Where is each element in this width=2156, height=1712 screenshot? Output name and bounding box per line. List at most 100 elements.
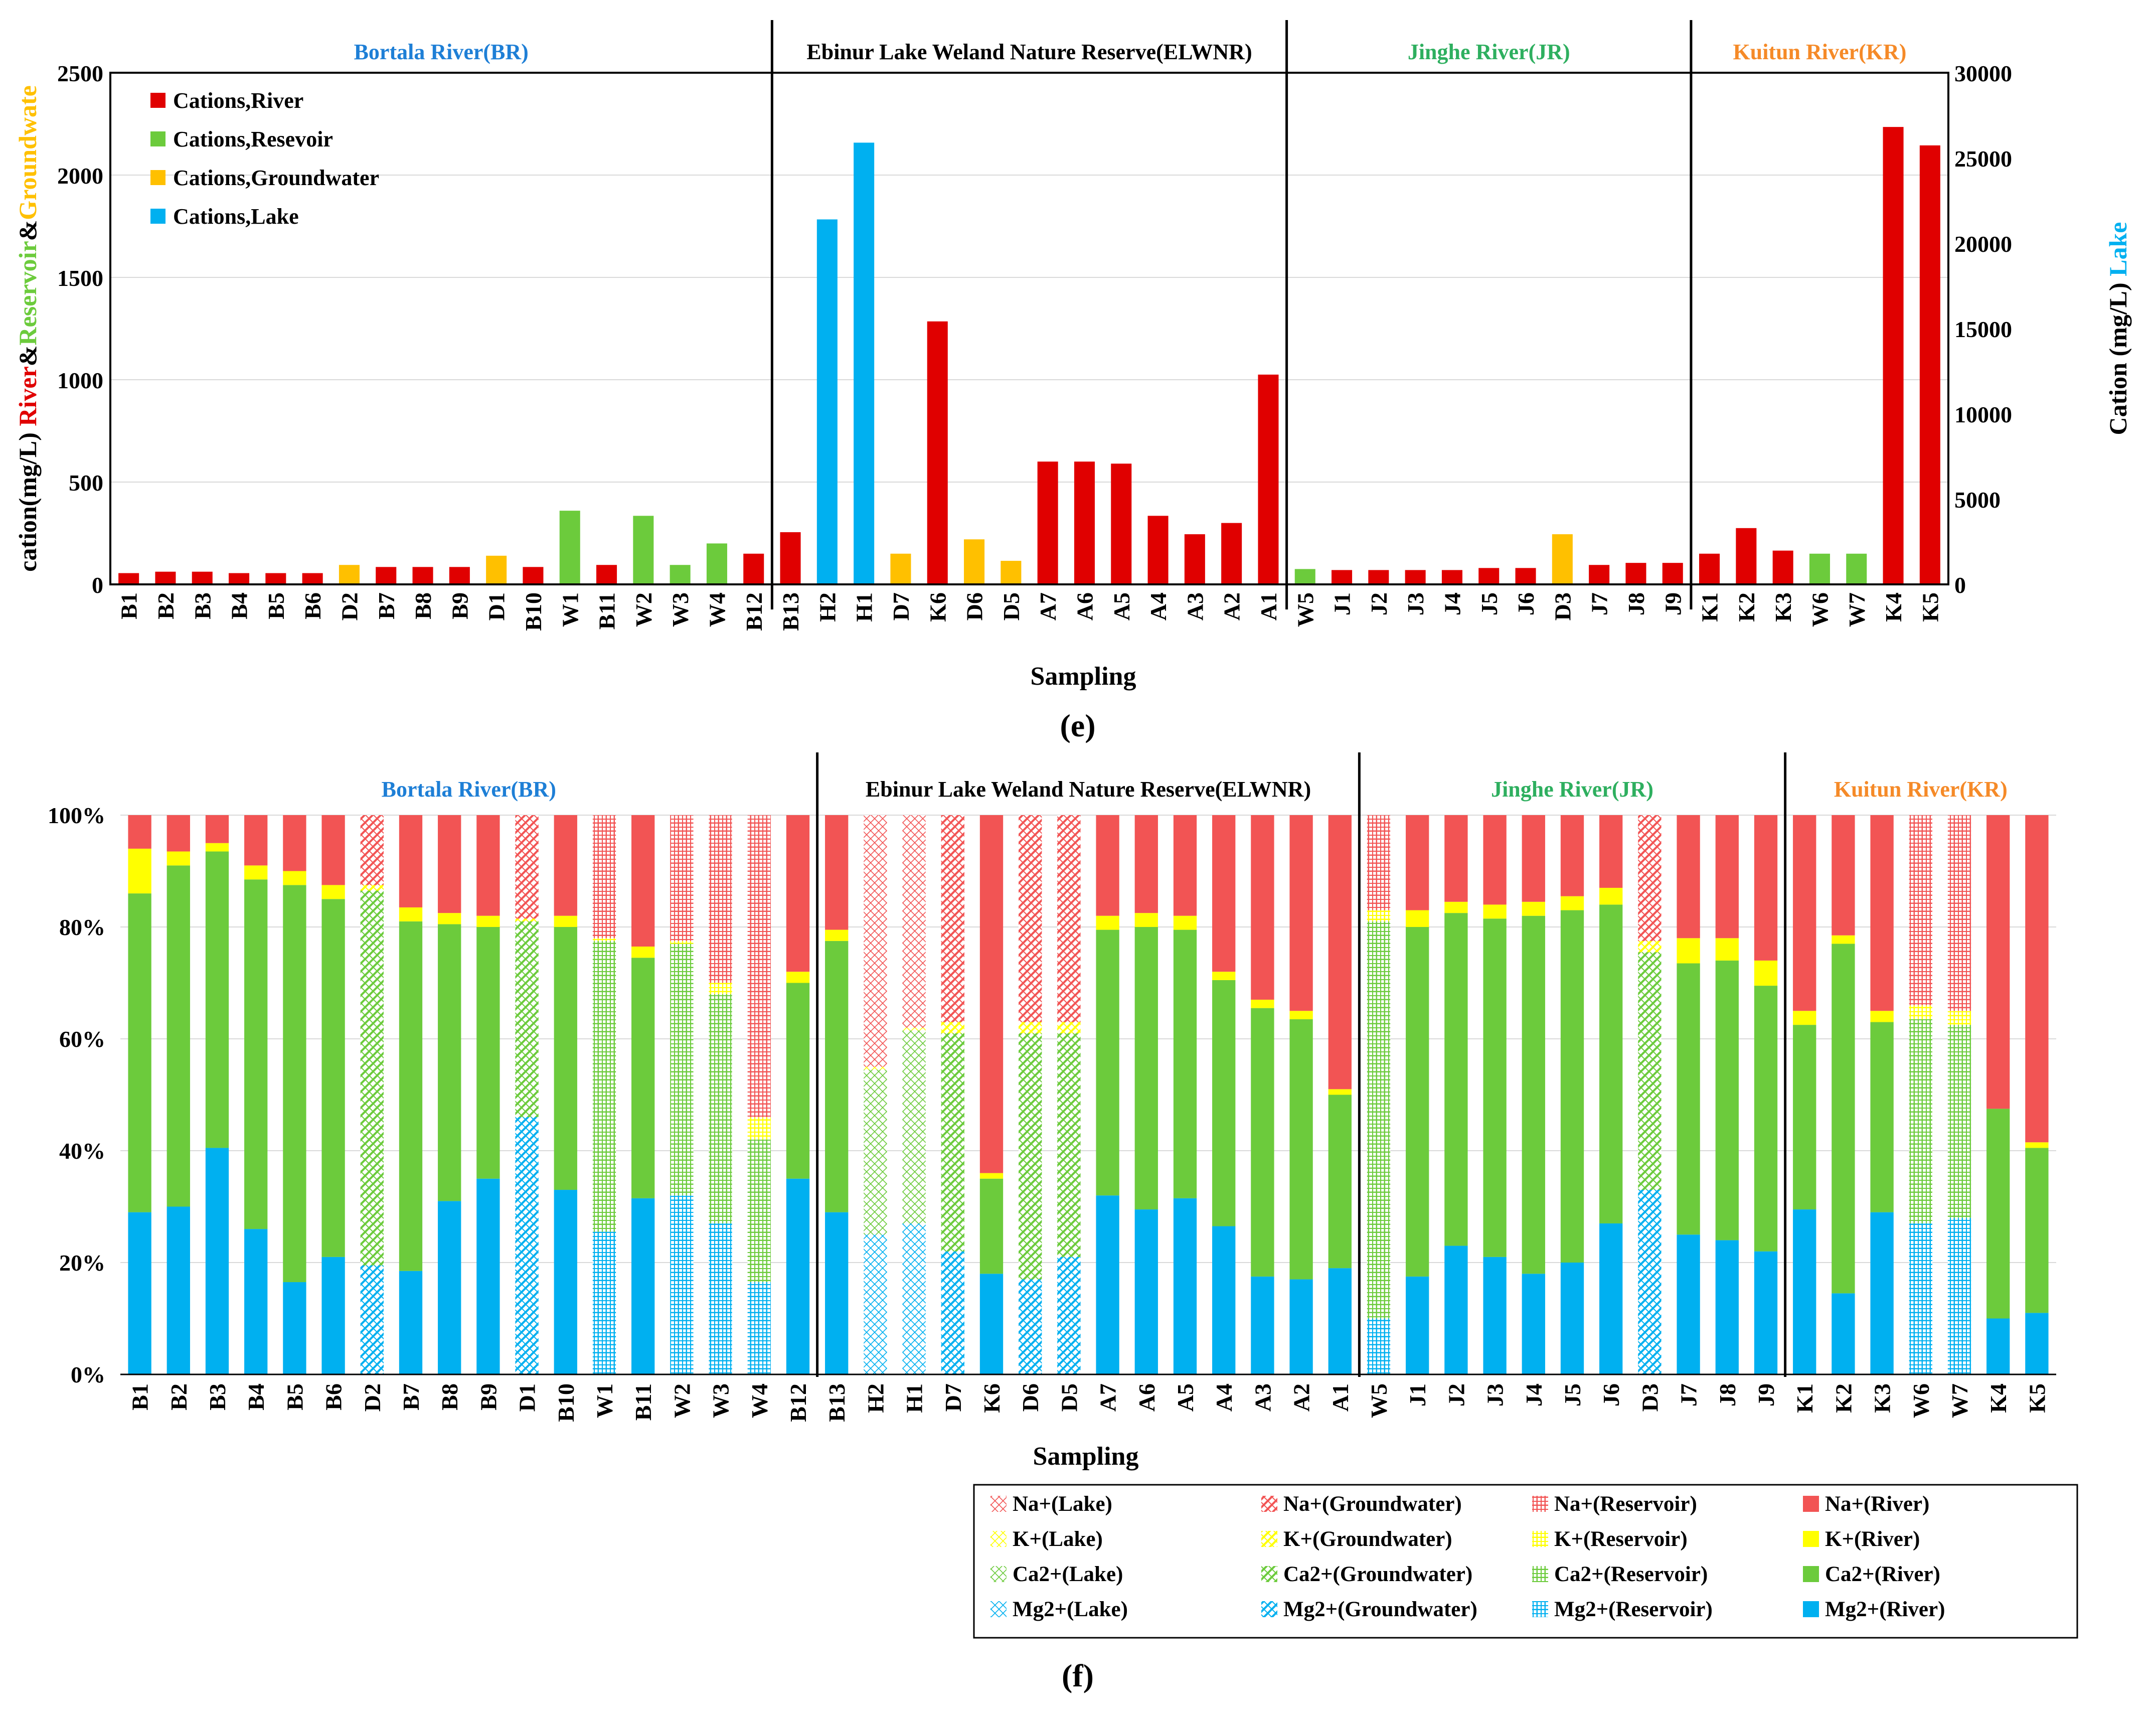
- f-bar-a1-na: [1328, 815, 1352, 1090]
- e-bar-k6: [927, 321, 948, 584]
- e-region-title: Kuitun River(KR): [1733, 40, 1907, 64]
- f-bar-w1-na: [592, 815, 616, 939]
- f-bar-j5-na: [1560, 815, 1584, 896]
- f-x-tick-label: J6: [1598, 1383, 1624, 1407]
- e-region-title: Bortala River(BR): [354, 40, 529, 64]
- e-x-tick-label: K5: [1917, 592, 1943, 622]
- f-y-axis-ticks: 0% 20% 40% 60% 80% 100%: [48, 803, 105, 1387]
- e-bar-j8: [1625, 563, 1646, 584]
- e-bar-j5: [1478, 568, 1500, 584]
- f-bar-a6-k: [1134, 913, 1158, 927]
- f-bar-a1-mg: [1328, 1268, 1352, 1374]
- f-bar-a7-ca: [1096, 929, 1119, 1196]
- f-x-tick-label: W7: [1947, 1383, 1972, 1418]
- f-bar-d1-ca: [515, 921, 539, 1118]
- f-bar-b13-ca: [825, 941, 849, 1212]
- f-x-tick-label: K1: [1792, 1383, 1817, 1413]
- f-x-tick-labels: B1 B2 B3 B4 B5 B6 D2 B7 B8 B9 D1 B10 W1 B11 W2 W3 W4 B12 B…: [127, 1383, 2050, 1422]
- f-bar-k5-ca: [2025, 1148, 2049, 1313]
- f-bar-j5-k: [1560, 896, 1584, 910]
- e-region-title: Jinghe River(JR): [1408, 40, 1570, 64]
- f-bar-a5-ca: [1173, 929, 1197, 1198]
- e-x-tick-label: J4: [1439, 592, 1465, 615]
- axis-label-part: Lake: [2104, 222, 2132, 276]
- f-bar-b3-na: [205, 815, 229, 843]
- e-bar-k5: [1919, 145, 1940, 585]
- e-legend-label: Cations,River: [173, 88, 303, 113]
- e-bar-a2: [1221, 523, 1242, 584]
- e-x-tick-label: W6: [1807, 592, 1833, 627]
- f-bar-w7-k: [1947, 1011, 1971, 1025]
- e-panel-label: (e): [1060, 708, 1095, 743]
- e-x-tick-label: A4: [1145, 592, 1171, 620]
- e-x-tick-label: J2: [1366, 592, 1392, 615]
- f-bar-k1-ca: [1793, 1025, 1816, 1210]
- e-bar-a3: [1184, 534, 1205, 584]
- f-bar-a1-ca: [1328, 1095, 1352, 1269]
- f-bar-d2-na: [360, 815, 384, 885]
- f-region-title: Kuitun River(KR): [1834, 777, 2008, 802]
- f-bar-b6-mg: [321, 1257, 345, 1374]
- f-bar-b7-k: [399, 907, 423, 921]
- f-legend-swatch: [1532, 1496, 1548, 1512]
- e-x-tick-label: W3: [668, 592, 693, 627]
- f-bar-d3-ca: [1638, 952, 1662, 1190]
- e-right-axis-label: Cation (mg/L) Lake: [2104, 222, 2132, 435]
- e-x-tick-label: A7: [1035, 592, 1061, 620]
- f-bar-b5-k: [283, 871, 306, 885]
- f-x-tick-label: J8: [1715, 1383, 1740, 1407]
- f-x-tick-label: K3: [1870, 1383, 1895, 1413]
- e-x-tick-label: B3: [190, 592, 215, 619]
- f-x-tick-label: A3: [1250, 1383, 1275, 1412]
- e-right-tick-label: 0: [1954, 572, 1966, 598]
- f-bar-b11-k: [631, 947, 655, 958]
- f-legend-label: Mg2+(River): [1825, 1598, 1945, 1621]
- f-bar-b13-mg: [825, 1212, 849, 1374]
- e-bar-w1: [559, 511, 580, 584]
- f-bar-k4-na: [1986, 815, 2010, 1109]
- f-bar-w5-mg: [1367, 1318, 1391, 1374]
- f-bar-j9-mg: [1754, 1251, 1778, 1374]
- f-bar-b6-na: [321, 815, 345, 885]
- f-bar-b13-na: [825, 815, 849, 930]
- e-x-tick-label: B7: [374, 592, 399, 619]
- e-bar-b3: [192, 571, 213, 584]
- f-x-tick-label: B2: [166, 1383, 192, 1411]
- f-bar-a5-k: [1173, 915, 1197, 930]
- f-panel-label: (f): [1062, 1658, 1094, 1693]
- e-bar-w2: [633, 516, 654, 584]
- f-x-tick-label: J7: [1676, 1383, 1702, 1407]
- f-y-tick-label: 20%: [59, 1250, 105, 1276]
- e-x-tick-label: D1: [484, 592, 510, 620]
- f-bar-b12-k: [786, 972, 810, 983]
- f-bar-j2-k: [1444, 901, 1468, 913]
- e-x-tick-label: B13: [778, 592, 803, 631]
- e-x-tick-label: A1: [1256, 592, 1281, 620]
- f-x-tick-label: J9: [1753, 1383, 1779, 1407]
- f-legend-swatch: [1803, 1531, 1819, 1547]
- f-legend-label: K+(Groundwater): [1283, 1527, 1452, 1551]
- f-x-tick-label: J3: [1482, 1383, 1508, 1407]
- f-bar-d7-mg: [941, 1251, 964, 1374]
- f-x-tick-label: A4: [1211, 1383, 1237, 1412]
- f-bar-k6-k: [979, 1173, 1004, 1179]
- f-bar-w3-mg: [709, 1223, 732, 1374]
- f-x-axis-label: Sampling: [1033, 1442, 1139, 1471]
- e-x-tick-label: D2: [337, 592, 362, 620]
- axis-label-part: &: [14, 220, 42, 241]
- f-x-tick-label: B9: [475, 1383, 501, 1411]
- e-right-tick-label: 25000: [1954, 146, 2012, 172]
- f-bar-b12-na: [786, 815, 810, 972]
- e-legend-swatch: [150, 209, 165, 224]
- e-bar-w5: [1294, 569, 1315, 584]
- e-bar-d6: [964, 539, 985, 584]
- e-x-tick-label: B12: [741, 592, 767, 631]
- f-bar-w1-mg: [592, 1231, 616, 1374]
- e-x-tick-label: W2: [631, 592, 656, 627]
- f-bar-k1-mg: [1793, 1209, 1816, 1374]
- f-x-tick-label: B6: [321, 1383, 347, 1411]
- f-region-title: Bortala River(BR): [382, 777, 556, 802]
- e-x-tick-label: H2: [814, 592, 840, 622]
- e-bar-j4: [1441, 570, 1462, 584]
- f-legend-label: Na+(Groundwater): [1283, 1492, 1462, 1516]
